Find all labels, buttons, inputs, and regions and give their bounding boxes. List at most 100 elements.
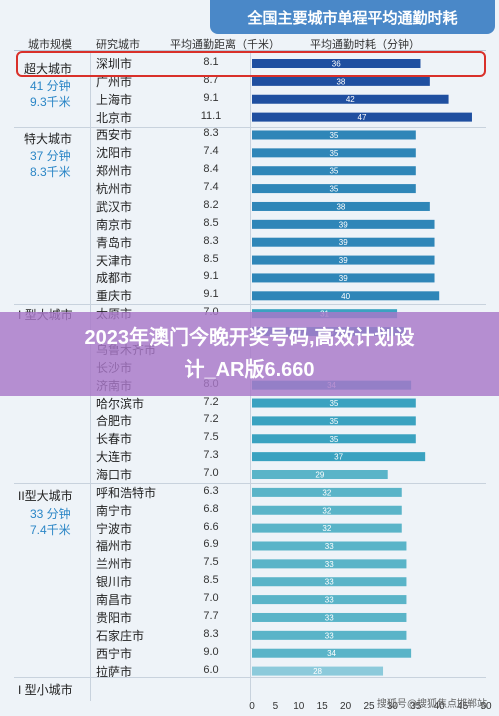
bar-value-label: 36 xyxy=(332,60,341,69)
x-tick-label: 10 xyxy=(293,701,305,712)
bar-value-label: 35 xyxy=(329,167,338,176)
group-label-type1-small: I 型小城市 xyxy=(18,683,73,697)
group-note-type2-dist: 7.4千米 xyxy=(30,523,71,537)
city-label: 西宁市 xyxy=(96,646,133,661)
distance-value: 8.3 xyxy=(203,127,219,140)
bar xyxy=(252,273,435,283)
city-label: 南宁市 xyxy=(96,503,133,518)
group-separator xyxy=(14,127,486,128)
distance-value: 7.0 xyxy=(203,592,219,605)
bar-value-label: 34 xyxy=(327,649,336,658)
distance-value: 8.3 xyxy=(203,627,219,640)
city-label: 福州市 xyxy=(96,539,133,554)
bar xyxy=(252,112,472,122)
bar xyxy=(252,94,449,104)
highlight-box xyxy=(16,51,486,77)
city-label: 青岛市 xyxy=(96,235,133,250)
bar xyxy=(252,452,426,462)
x-tick-label: 20 xyxy=(340,701,352,712)
distance-value: 9.1 xyxy=(203,91,219,104)
group-label-verylarge: 特大城市 xyxy=(24,132,73,146)
distance-value: 8.3 xyxy=(203,234,219,247)
city-label: 贵阳市 xyxy=(96,610,133,625)
city-label: 哈尔滨市 xyxy=(96,396,145,411)
distance-value: 8.4 xyxy=(203,163,219,176)
city-label: 拉萨市 xyxy=(96,664,133,679)
bar-value-label: 33 xyxy=(325,560,334,569)
header-scale: 城市规模 xyxy=(28,39,72,51)
distance-value: 7.2 xyxy=(203,413,219,426)
city-label: 天津市 xyxy=(96,253,133,268)
city-label: 郑州市 xyxy=(96,164,133,179)
group-note-verylarge-dist: 8.3千米 xyxy=(30,165,71,179)
distance-value: 11.1 xyxy=(200,109,222,122)
distance-value: 9.1 xyxy=(203,270,219,283)
city-label: 广州市 xyxy=(96,74,133,89)
bar-value-label: 32 xyxy=(322,506,331,515)
bar xyxy=(252,237,435,247)
bar-value-label: 29 xyxy=(315,471,324,480)
bar xyxy=(252,666,384,676)
x-tick-label: 40 xyxy=(434,701,446,712)
city-label: 海口市 xyxy=(96,468,133,482)
bar xyxy=(252,559,407,569)
header-city: 研究城市 xyxy=(96,39,140,51)
watermark-text: 搜狐号@搜狐焦点邯郸站 xyxy=(376,699,487,710)
bar-value-label: 39 xyxy=(339,238,348,247)
bar xyxy=(252,255,435,265)
bar-value-label: 42 xyxy=(346,95,355,104)
bar xyxy=(252,523,402,533)
banner-line2: 计_AR版6.660 xyxy=(184,359,315,381)
city-label: 兰州市 xyxy=(96,557,133,572)
distance-value: 9.0 xyxy=(203,645,219,658)
city-label: 宁波市 xyxy=(96,521,133,536)
bar xyxy=(252,398,416,408)
group-note-verylarge-time: 37 分钟 xyxy=(30,149,71,163)
city-label: 合肥市 xyxy=(96,414,133,429)
bar-value-label: 40 xyxy=(341,292,350,301)
group-separator xyxy=(14,483,486,484)
distance-value: 6.6 xyxy=(203,520,219,533)
city-label: 上海市 xyxy=(96,92,133,107)
bar xyxy=(252,59,421,68)
distance-value: 7.7 xyxy=(203,609,219,622)
bar xyxy=(252,595,407,605)
city-label: 杭州市 xyxy=(96,182,133,197)
x-tick-label: 25 xyxy=(363,701,375,712)
bar xyxy=(252,612,407,622)
distance-value: 8.5 xyxy=(203,252,219,265)
city-label: 武汉市 xyxy=(96,199,133,214)
city-label: 重庆市 xyxy=(96,289,133,304)
city-label: 西安市 xyxy=(96,128,133,143)
distance-value: 8.5 xyxy=(203,574,219,587)
distance-value: 7.0 xyxy=(203,467,219,479)
bar xyxy=(252,434,416,444)
city-label: 南京市 xyxy=(96,217,133,232)
bar xyxy=(252,76,430,86)
distance-value: 6.9 xyxy=(203,538,219,551)
bar xyxy=(252,505,402,515)
group-label-superlarge: 超大城市 xyxy=(24,62,73,76)
bar-value-label: 39 xyxy=(339,274,348,283)
bar xyxy=(252,291,440,301)
distance-value: 8.1 xyxy=(203,56,219,68)
bar-value-label: 35 xyxy=(329,417,338,426)
banner-line1: 2023年澳门今晚开奖号码,高效计划设 xyxy=(84,327,415,349)
distance-value: 6.3 xyxy=(203,484,219,497)
bar-value-label: 28 xyxy=(313,667,322,676)
bar xyxy=(252,219,435,229)
x-tick-label: 50 xyxy=(480,701,492,712)
bar-value-label: 33 xyxy=(325,631,334,640)
bar-value-label: 38 xyxy=(336,202,345,211)
bar xyxy=(252,541,407,551)
bar-value-label: 35 xyxy=(329,435,338,444)
bar xyxy=(252,416,416,426)
city-label: 石家庄市 xyxy=(96,628,145,643)
group-separator xyxy=(14,304,486,305)
x-tick-label: 30 xyxy=(387,701,399,712)
bar-value-label: 35 xyxy=(329,399,338,408)
group-label-type2-large: II型大城市 xyxy=(18,489,73,503)
distance-value: 7.4 xyxy=(203,145,219,158)
city-label: 成都市 xyxy=(96,271,133,286)
